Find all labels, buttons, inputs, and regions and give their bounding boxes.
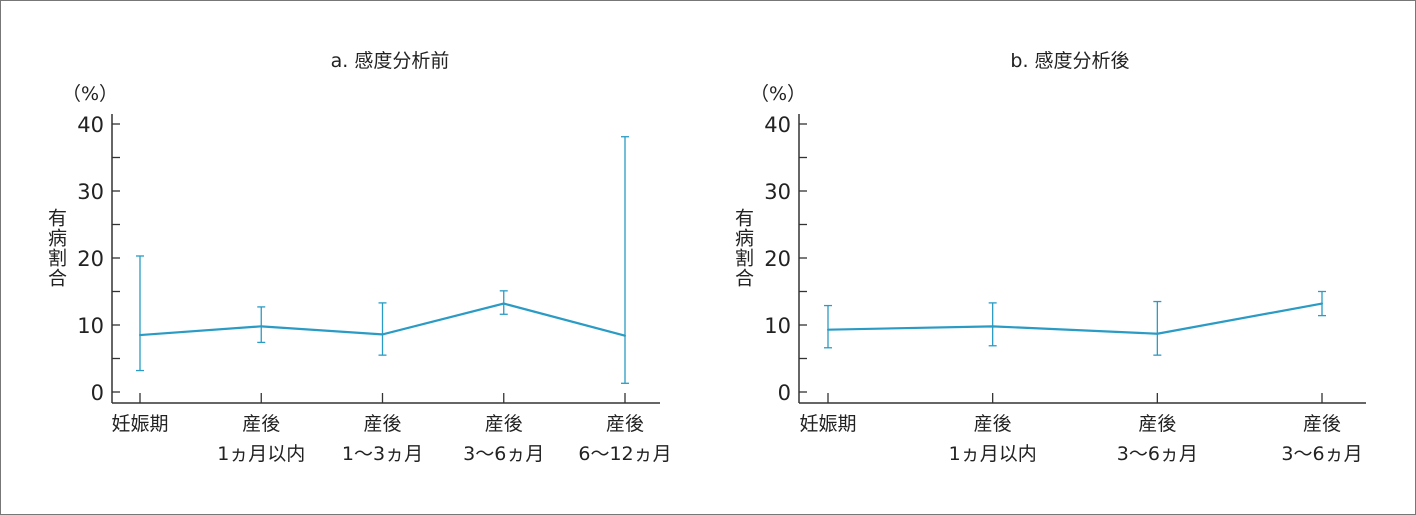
y-axis-label-b: 有病割合 [732,208,754,288]
x-tick-label: 妊娠期 [799,413,856,435]
error-bar [988,302,997,347]
chart-panel-a: a. 感度分析前 （%） 0 10 20 30 40 妊娠期 産後 1ヵ月以内 産後 1〜3ヵ月 産後 3… [62,50,672,465]
error-bar [257,306,266,344]
data-point [827,328,829,331]
data-point [1156,332,1159,335]
chart-title: a. 感度分析前 [331,50,450,72]
x-tick-label-sub: 3〜6ヵ月 [1117,443,1198,465]
x-tick-label: 産後 [1138,413,1176,435]
y-tick-label: 10 [77,314,104,338]
x-tick-label-sub: 1ヵ月以内 [217,443,305,465]
y-tick-label: 10 [764,314,791,338]
x-tick-label-sub: 3〜6ヵ月 [463,443,544,465]
data-point [502,302,505,305]
data-point [139,334,141,337]
chart-panel-b: b. 感度分析後 （%） 0 10 20 30 40 妊娠期 産後 1ヵ月以内 産後 3〜6ヵ月 産後 3… [750,50,1366,465]
y-tick-label: 40 [764,113,791,137]
error-bar [1153,300,1162,356]
y-tick-label: 40 [77,113,104,137]
y-tick-label: 30 [764,180,791,204]
y-tick-label: 30 [77,180,104,204]
y-tick-label: 20 [77,247,104,271]
error-bar [621,136,629,384]
x-tick-label: 産後 [485,413,523,435]
y-tick-label: 0 [91,381,104,405]
x-tick-label: 産後 [606,413,644,435]
data-point [624,334,626,337]
error-bar [824,304,832,349]
data-point [1321,302,1323,305]
error-bar [136,255,144,372]
x-tick-label-sub: 3〜6ヵ月 [1281,443,1362,465]
x-tick-label: 産後 [363,413,401,435]
y-unit-label: （%） [62,83,118,105]
data-point [991,325,994,328]
y-tick-label: 0 [778,381,791,405]
chart-title: b. 感度分析後 [1010,50,1129,72]
x-tick-label: 妊娠期 [111,413,168,435]
data-point [260,325,263,328]
x-tick-label-sub: 1ヵ月以内 [949,443,1037,465]
y-unit-label: （%） [750,83,806,105]
x-tick-label: 産後 [1303,413,1341,435]
x-tick-label-sub: 6〜12ヵ月 [578,443,671,465]
data-point [381,333,384,336]
x-tick-label: 産後 [974,413,1012,435]
x-tick-label-sub: 1〜3ヵ月 [342,443,423,465]
error-bar [378,302,387,356]
series-line [827,302,1323,335]
x-tick-label: 産後 [242,413,280,435]
y-tick-label: 20 [764,247,791,271]
y-axis-label-a: 有病割合 [45,208,67,288]
